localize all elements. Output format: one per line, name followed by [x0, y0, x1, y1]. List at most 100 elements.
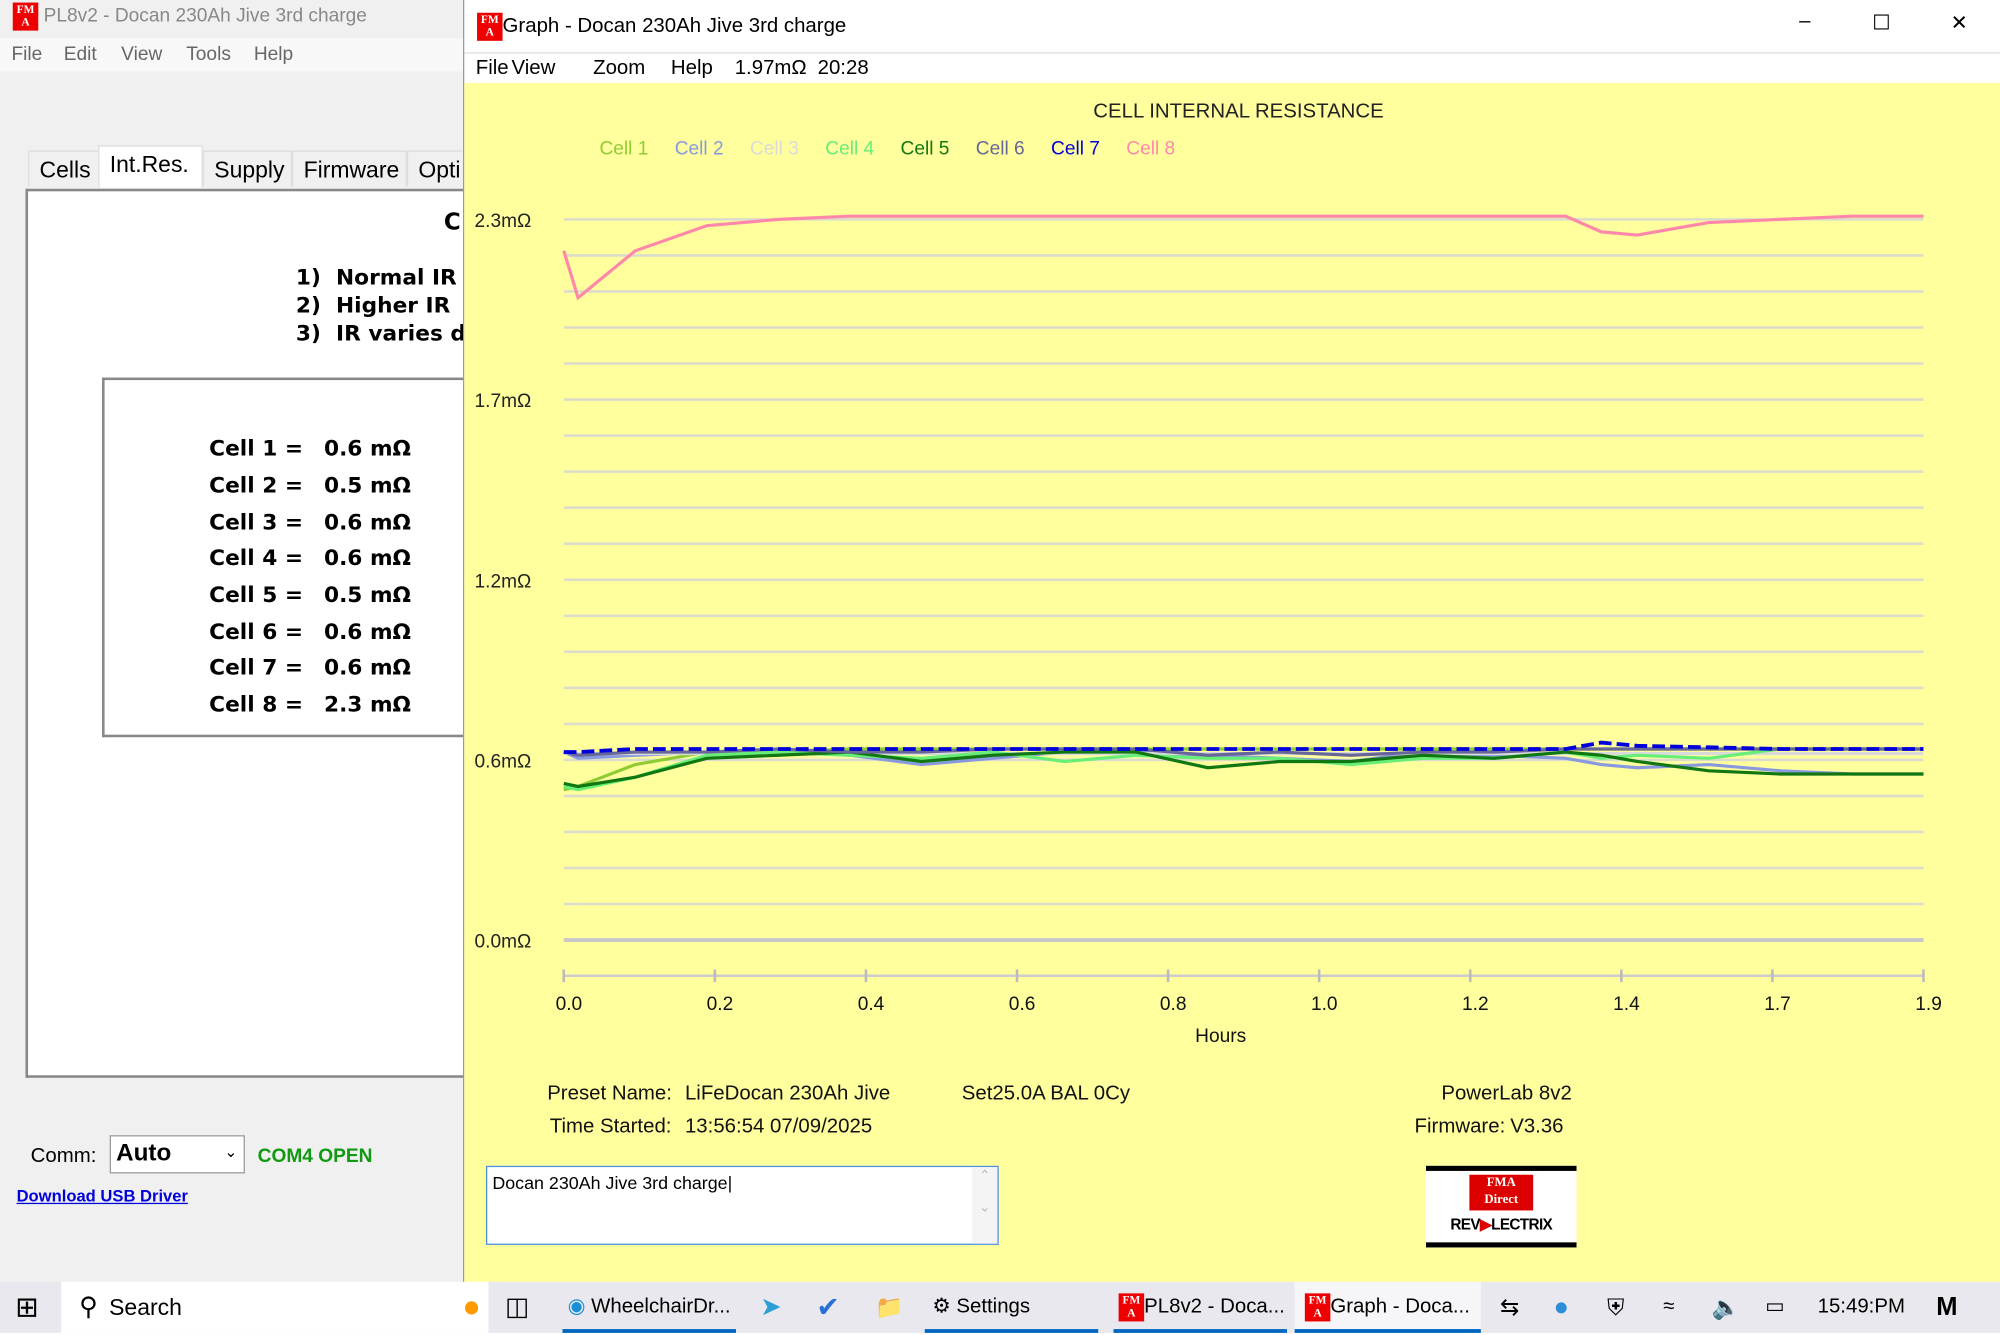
comm-value: Auto: [116, 1140, 172, 1168]
task-view-icon[interactable]: ◫: [505, 1293, 530, 1322]
search-highlight-icon: ●: [462, 1289, 481, 1324]
battery-icon[interactable]: ▭: [1765, 1295, 1785, 1318]
x-tick-label: 1.9: [1915, 994, 1942, 1015]
x-tick-label: 0.2: [707, 994, 734, 1015]
shield-icon[interactable]: ⛨: [1607, 1294, 1625, 1321]
y-tick-label: 0.0mΩ: [474, 932, 531, 953]
notes-text: Docan 230Ah Jive 3rd charge: [492, 1172, 728, 1193]
download-usb-driver-link[interactable]: Download USB Driver: [16, 1186, 188, 1206]
device-name: PowerLab 8v2: [1441, 1082, 1572, 1105]
menu-bar: File View Zoom Help 1.97mΩ 20:28: [464, 52, 2000, 84]
menu-view[interactable]: View: [121, 43, 163, 66]
windows-start-icon[interactable]: ⊞: [15, 1290, 39, 1323]
x-tick-label: 0.8: [1160, 994, 1187, 1015]
time-started-value: 13:56:54 07/09/2025: [684, 1116, 873, 1138]
panel-heading: C: [443, 209, 461, 236]
fma-app-icon: FM A: [1118, 1293, 1145, 1322]
series-line-cell-7: [563, 740, 1924, 754]
pl8-main-window: FM A PL8v2 - Docan 230Ah Jive 3rd charge …: [0, 0, 484, 1282]
series-line-cell-4: [563, 747, 1924, 792]
tab-int-res[interactable]: Int.Res.: [98, 145, 203, 188]
close-button[interactable]: ✕: [1950, 12, 1968, 35]
telegram-icon[interactable]: ➤: [760, 1293, 782, 1322]
legend-item: Cell 5: [901, 138, 950, 159]
search-icon: ⚲: [79, 1293, 98, 1322]
taskbar-app-graph[interactable]: FM A Graph - Doca...: [1294, 1281, 1481, 1333]
cell-ir-row: Cell 4 = 0.6 mΩ: [209, 545, 411, 572]
legend-item: Cell 1: [599, 138, 648, 159]
notes-textarea[interactable]: Docan 230Ah Jive 3rd charge| ⌃ ⌄: [485, 1165, 999, 1245]
firmware-label: Firmware:: [1414, 1116, 1506, 1138]
edge-icon: ◉: [567, 1295, 586, 1318]
legend-item: Cell 6: [976, 138, 1025, 159]
menu-edit[interactable]: Edit: [63, 43, 97, 66]
scrollbar[interactable]: ⌃ ⌄: [971, 1167, 998, 1244]
chart-title: CELL INTERNAL RESISTANCE: [1093, 100, 1383, 122]
x-tick-label: 1.2: [1462, 994, 1489, 1015]
chevron-down-icon: ⌄: [224, 1142, 238, 1161]
taskbar-search-box[interactable]: ⚲ Search ●: [61, 1281, 489, 1333]
firmware-value: V3.36: [1510, 1116, 1564, 1138]
cell-ir-row: Cell 3 = 0.6 mΩ: [209, 510, 411, 536]
menu-bar: File Edit View Tools Help: [0, 38, 464, 72]
fma-app-icon: FM A: [12, 2, 39, 31]
taskbar-app-edge[interactable]: ◉ WheelchairDr...: [562, 1282, 736, 1333]
cell-ir-list: Cell 1 = 0.6 mΩ Cell 2 = 0.5 mΩ Cell 3 = 0.…: [102, 377, 465, 738]
legend-item: Cell 7: [1051, 138, 1100, 159]
window-title: FM A PL8v2 - Docan 230Ah Jive 3rd charge: [12, 2, 367, 31]
taskbar-app-settings[interactable]: ⚙ Settings: [924, 1282, 1099, 1333]
x-tick-label: 1.0: [1311, 994, 1338, 1015]
cursor-time: 20:28: [817, 57, 869, 80]
int-res-panel: C 1) Normal IR 2) Higher IR 3) IR varies…: [25, 188, 465, 1078]
menu-file[interactable]: File: [475, 57, 509, 80]
x-axis-label: Hours: [1195, 1026, 1246, 1047]
x-tick-label: 0.0: [556, 994, 583, 1015]
y-tick-label: 2.3mΩ: [474, 211, 531, 232]
notification-icon[interactable]: M: [1936, 1293, 1958, 1322]
x-tick-label: 0.6: [1009, 994, 1036, 1015]
taskbar-app-pl8[interactable]: FM A PL8v2 - Doca...: [1113, 1282, 1287, 1333]
legend-item: Cell 8: [1126, 138, 1175, 159]
menu-help[interactable]: Help: [670, 57, 713, 80]
volume-icon[interactable]: 🔈: [1711, 1294, 1741, 1321]
note-1: 1) Normal IR: [295, 265, 457, 291]
note-3: 3) IR varies d: [295, 321, 465, 347]
cell-ir-row: Cell 2 = 0.5 mΩ: [209, 473, 411, 499]
fma-revolectrix-logo: FMA Direct REV▶LECTRIX: [1426, 1165, 1577, 1248]
menu-view[interactable]: View: [511, 57, 556, 80]
tray-app-icon[interactable]: ●: [1553, 1293, 1569, 1322]
wifi-icon[interactable]: ≈: [1663, 1295, 1675, 1318]
menu-help[interactable]: Help: [253, 43, 294, 66]
tray-settings-icon[interactable]: ⇆: [1499, 1294, 1520, 1321]
graph-window: FM A Graph - Docan 230Ah Jive 3rd charge –…: [463, 0, 2000, 1282]
title-text: PL8v2 - Docan 230Ah Jive 3rd charge: [43, 5, 367, 27]
preset-name-value: LiFeDocan 230Ah Jive: [684, 1082, 891, 1105]
gear-icon: ⚙: [932, 1295, 951, 1318]
file-explorer-icon[interactable]: 📁: [874, 1294, 904, 1321]
tab-supply[interactable]: Supply: [202, 150, 293, 187]
comm-select[interactable]: Auto ⌄: [109, 1135, 245, 1174]
legend-item: Cell 3: [750, 138, 799, 159]
menu-file[interactable]: File: [11, 43, 43, 66]
menu-tools[interactable]: Tools: [186, 43, 231, 66]
title-text: Graph - Docan 230Ah Jive 3rd charge: [502, 15, 847, 38]
fma-app-icon: FM A: [477, 12, 503, 41]
maximize-button[interactable]: ☐: [1872, 12, 1891, 35]
time-started-label: Time Started:: [549, 1116, 672, 1138]
comm-label: Comm:: [30, 1145, 97, 1168]
cursor-value: 1.97mΩ: [734, 57, 807, 80]
x-tick-label: 1.7: [1764, 994, 1791, 1015]
clock[interactable]: 15:49:PM: [1817, 1295, 1905, 1318]
legend-item: Cell 4: [825, 138, 874, 159]
x-tick-label: 1.4: [1613, 994, 1640, 1015]
tab-firmware[interactable]: Firmware: [292, 150, 407, 187]
search-placeholder: Search: [109, 1294, 182, 1321]
todo-check-icon[interactable]: ✔: [816, 1290, 840, 1323]
taskbar: ⊞ ⚲ Search ● ◫ ◉ WheelchairDr... ➤ ✔ 📁 ⚙ …: [0, 1281, 2000, 1333]
menu-zoom[interactable]: Zoom: [593, 57, 646, 80]
window-title: FM A Graph - Docan 230Ah Jive 3rd charge: [477, 12, 847, 41]
minimize-button[interactable]: –: [1799, 10, 1811, 32]
legend-item: Cell 2: [675, 138, 724, 159]
cell-ir-row: Cell 7 = 0.6 mΩ: [209, 655, 411, 682]
ir-chart: CELL INTERNAL RESISTANCE Cell 1 Cell 2 Cel…: [474, 100, 1942, 1047]
